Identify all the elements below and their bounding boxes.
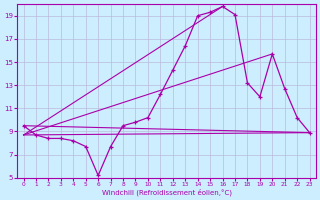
X-axis label: Windchill (Refroidissement éolien,°C): Windchill (Refroidissement éolien,°C) (101, 188, 232, 196)
